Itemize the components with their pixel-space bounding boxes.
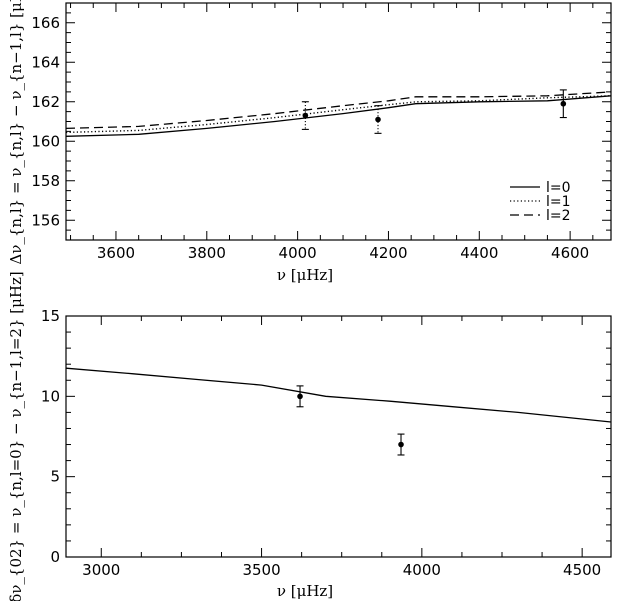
data-point (297, 393, 303, 400)
series-line-model (66, 367, 611, 423)
legend-label: l=1 (546, 194, 571, 210)
y-tick-label: 0 (50, 548, 60, 566)
series-line-l0 (66, 95, 611, 137)
x-tick-label: 4000 (403, 561, 441, 579)
data-point (398, 441, 404, 448)
y-tick-label: 166 (31, 14, 60, 32)
x-tick-label: 4500 (563, 561, 601, 579)
y-tick-label: 15 (41, 307, 60, 325)
series-line-l2 (66, 91, 611, 130)
y-tick-label: 158 (31, 172, 60, 190)
y-axis-label: Δν_{n,l} = ν_{n,l} − ν_{n−1,l} [μHz] (7, 0, 25, 265)
x-tick-label: 3600 (97, 244, 135, 262)
data-point (302, 112, 309, 119)
x-axis-label: ν [μHz] (277, 266, 333, 284)
chart-panel-1: 3600 3800 4000 4200 4400 4600 156 158 160 162 164 1… (7, 0, 612, 284)
y-tick-label: 5 (50, 468, 60, 486)
y-tick-label: 160 (31, 132, 60, 150)
legend-label: l=2 (546, 208, 571, 224)
x-axis-label: ν [μHz] (277, 582, 333, 600)
x-tick-label: 3500 (242, 561, 280, 579)
legend-label: l=0 (546, 180, 571, 196)
data-point (560, 100, 567, 107)
y-axis-label: δν_{02} = ν_{n,l=0} − ν_{n−1,l=2} [μHz] (7, 271, 25, 601)
plot-frame (65, 315, 612, 558)
x-tick-label: 3000 (82, 561, 120, 579)
x-tick-label: 4000 (279, 244, 317, 262)
x-tick-label: 4400 (460, 244, 498, 262)
data-point (375, 116, 381, 123)
x-tick-label: 3800 (188, 244, 226, 262)
y-tick-label: 162 (31, 93, 60, 111)
x-tick-label: 4600 (551, 244, 589, 262)
y-tick-label: 164 (31, 53, 60, 71)
plot-frame (65, 2, 612, 241)
x-tick-label: 4200 (369, 244, 407, 262)
y-tick-label: 10 (41, 387, 60, 405)
chart-panel-2: 3000 3500 4000 4500 0 5 10 15 ν [μHz] δν_{02} = ν… (7, 271, 612, 601)
y-tick-label: 156 (31, 211, 60, 229)
